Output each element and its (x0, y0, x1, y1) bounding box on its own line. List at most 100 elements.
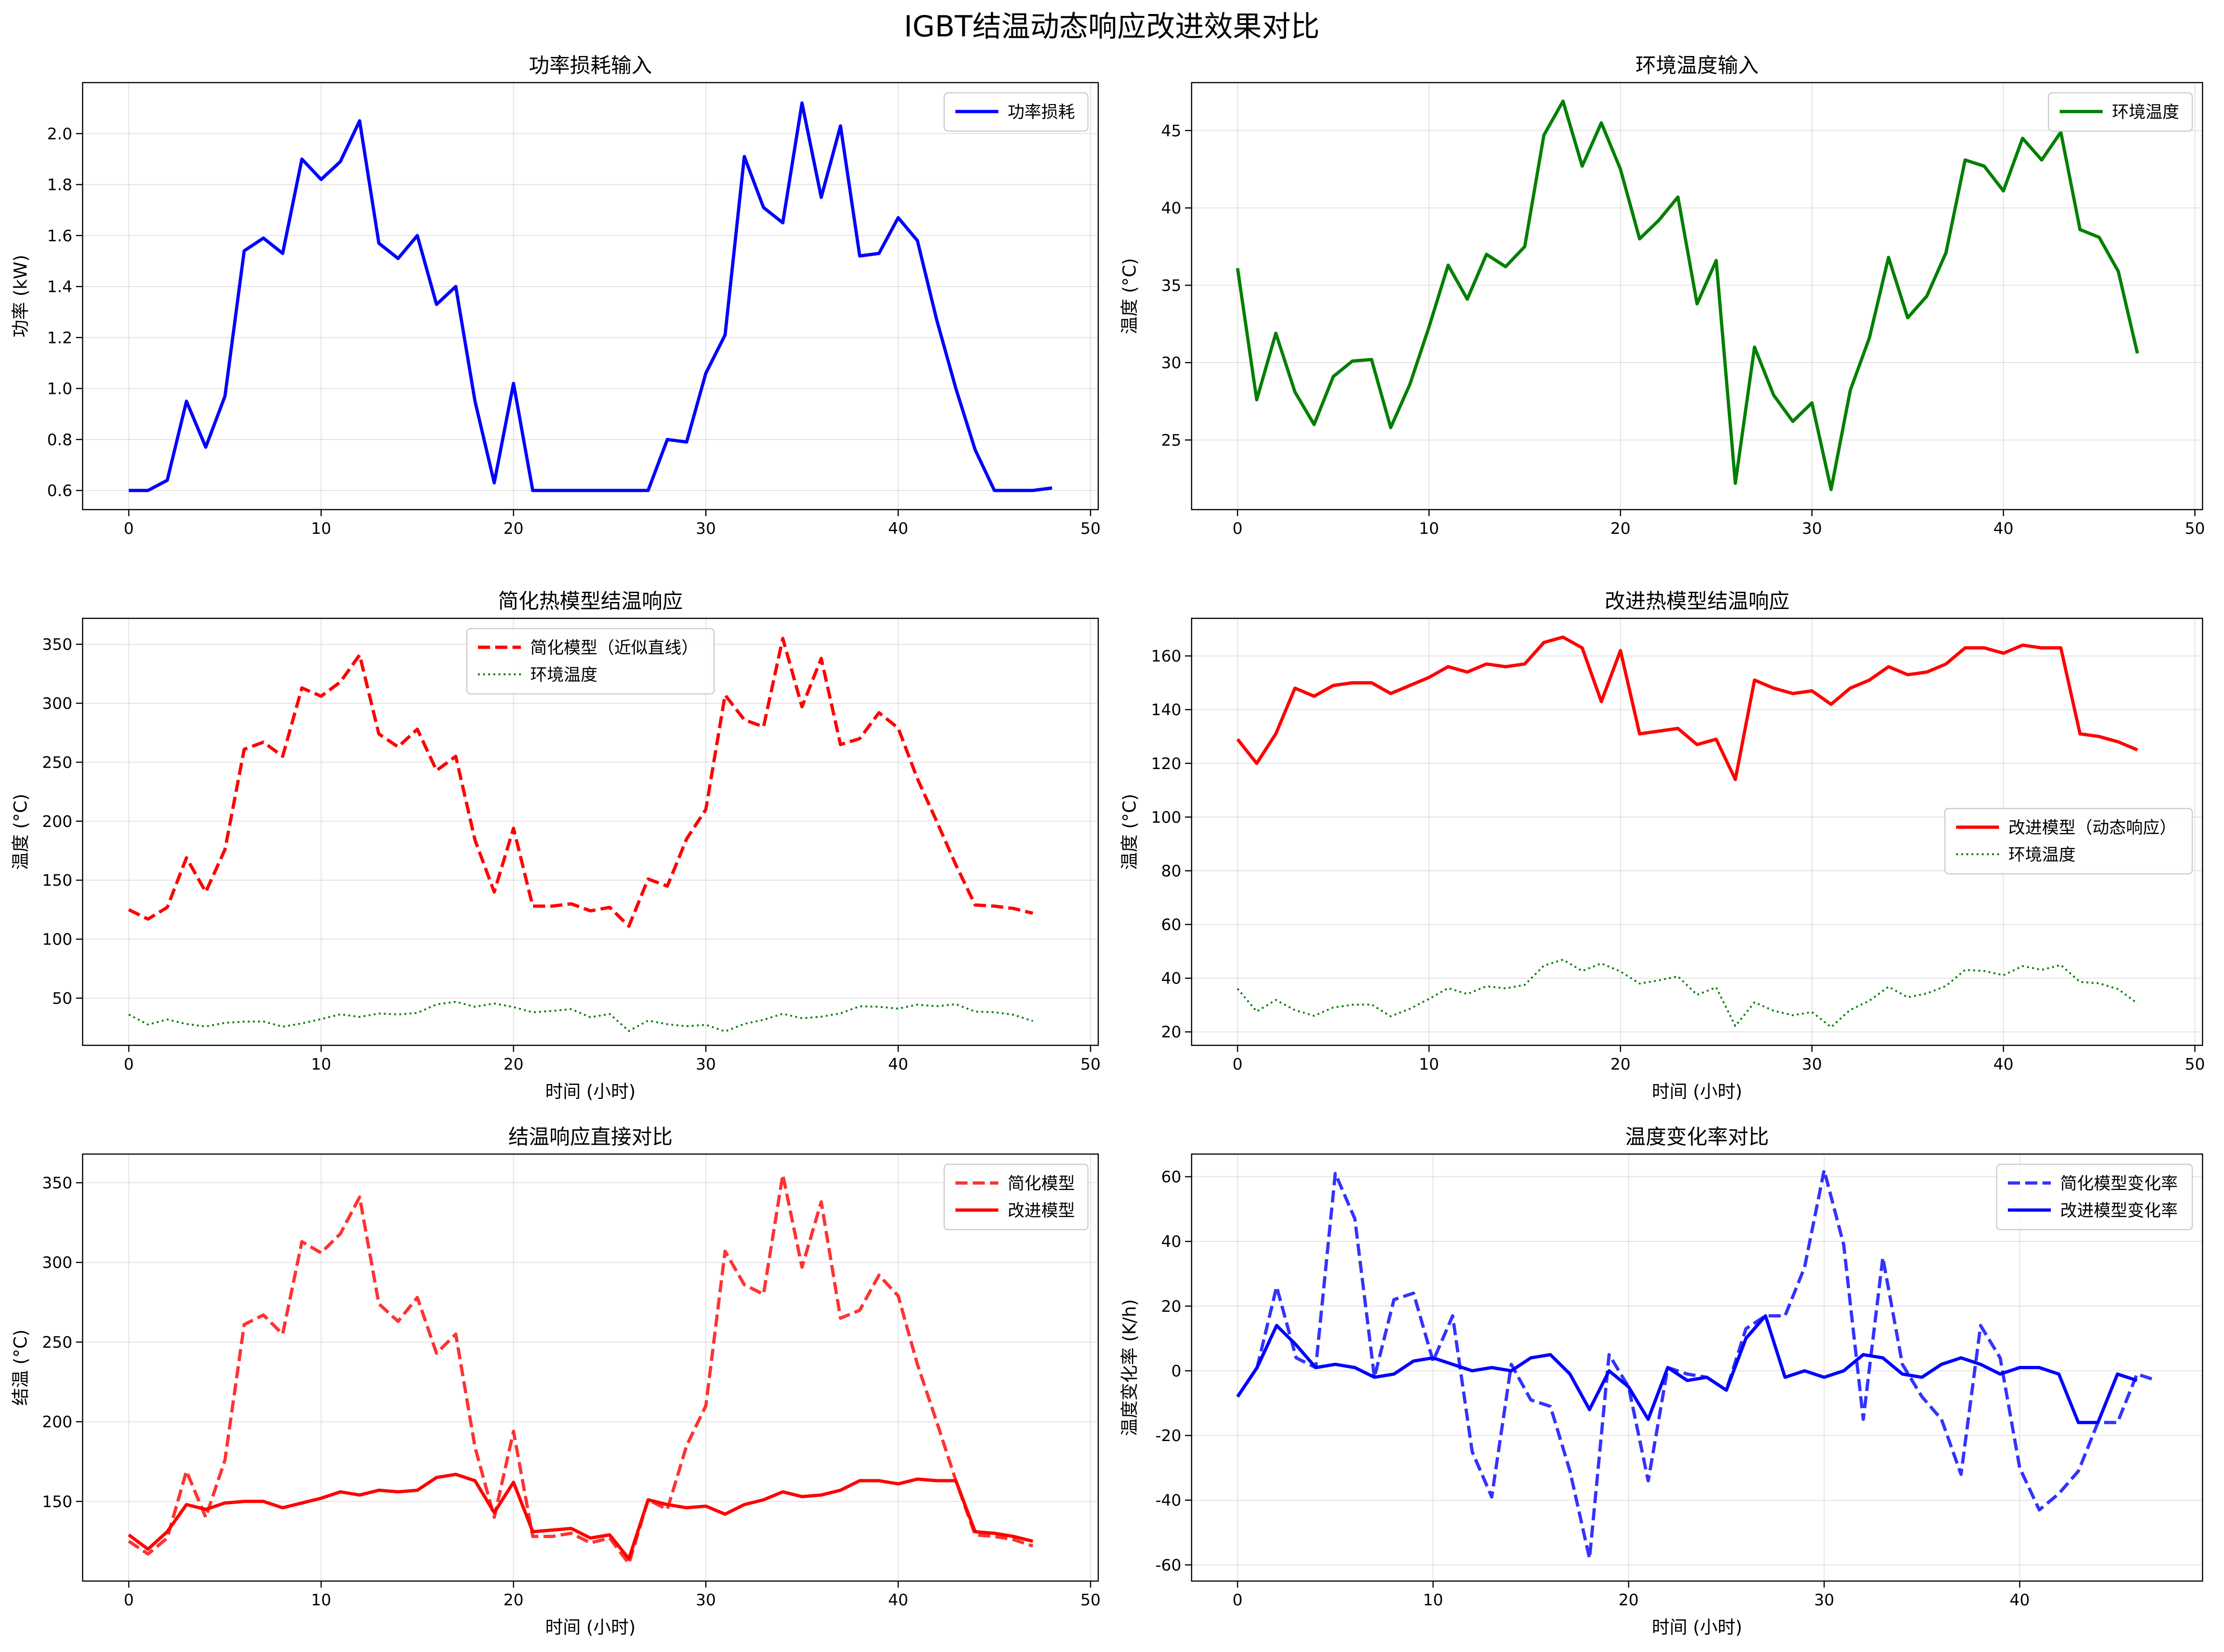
x-tick-label: 20 (1610, 1055, 1630, 1074)
legend-label: 简化模型 (1008, 1174, 1075, 1193)
x-tick-label: 10 (311, 1055, 331, 1074)
x-tick-label: 20 (504, 1055, 524, 1074)
y-axis-label: 温度 (°C) (1119, 794, 1140, 870)
y-tick-label: 100 (1151, 808, 1181, 827)
axes-frame (82, 1153, 1099, 1582)
y-axis-label: 温度变化率 (K/h) (1119, 1299, 1140, 1436)
y-tick-label: 35 (1161, 276, 1181, 295)
y-tick-label: 120 (1151, 755, 1181, 773)
y-tick-label: 200 (42, 1413, 72, 1432)
subplot-title: 环境温度输入 (1635, 54, 1759, 77)
y-tick-label: 80 (1161, 862, 1181, 881)
x-tick-label: 40 (1993, 519, 2014, 538)
x-axis-label: 时间 (小时) (1652, 1617, 1742, 1638)
series-line-1 (1236, 635, 2138, 781)
series-line-1 (127, 1173, 1034, 1565)
axes-frame (82, 617, 1099, 1046)
legend-box (1944, 808, 2193, 875)
y-tick-label: 150 (42, 871, 72, 890)
x-tick-label: 50 (1080, 519, 1101, 538)
x-tick-label: 40 (888, 519, 908, 538)
legend-box (943, 92, 1089, 132)
y-tick-label: 45 (1161, 122, 1181, 140)
x-tick-label: 50 (1080, 1055, 1101, 1074)
legend-label: 功率损耗 (1008, 103, 1075, 122)
x-tick-label: 40 (2010, 1591, 2030, 1610)
y-tick-label: 160 (1151, 647, 1181, 666)
axes-frame (1191, 617, 2203, 1046)
series-line-2 (127, 1472, 1033, 1561)
subplot-3: 0 10 20 30 40 50 50 100 150 200 250 300 350 简化热模型结温响应… (10, 589, 1101, 1102)
x-tick-label: 30 (696, 1591, 716, 1610)
y-tick-label: 1.0 (47, 380, 72, 399)
x-tick-label: 40 (888, 1591, 908, 1610)
legend: 功率损耗 (943, 92, 1089, 132)
series-line-2 (1236, 1314, 2138, 1424)
y-tick-label: 1.8 (47, 176, 72, 195)
legend: 简化模型（近似直线） 环境温度 (466, 628, 715, 695)
y-tick-label: -20 (1155, 1427, 1181, 1445)
x-tick-label: 20 (1619, 1591, 1639, 1610)
y-axis-label: 功率 (kW) (10, 255, 31, 337)
series-line-1 (1236, 99, 2139, 491)
axes-frame (82, 82, 1099, 511)
subplot-grid: 0 10 20 30 40 50 0.6 0.8 1.0 1.2 1.4 1.6 1.8 2.0 功率损耗输… (10, 54, 2205, 1638)
y-tick-label: -60 (1155, 1556, 1181, 1575)
legend: 改进模型（动态响应） 环境温度 (1944, 808, 2193, 875)
x-tick-label: 0 (1233, 519, 1243, 538)
series-line-2 (128, 1001, 1033, 1033)
legend-label: 改进模型（动态响应） (2008, 819, 2176, 838)
y-tick-label: 25 (1161, 431, 1181, 450)
y-tick-label: 300 (42, 694, 72, 713)
x-tick-label: 20 (504, 519, 524, 538)
y-tick-label: 250 (42, 1333, 72, 1352)
x-tick-label: 10 (1423, 1591, 1443, 1610)
y-tick-label: 1.4 (47, 278, 72, 296)
y-tick-label: 0.8 (47, 431, 72, 449)
series-line-1 (128, 101, 1052, 492)
figure-title: IGBT结温动态响应改进效果对比 (904, 9, 1320, 43)
legend-box (2048, 92, 2193, 132)
x-tick-label: 10 (311, 1591, 331, 1610)
x-tick-label: 50 (2185, 1055, 2205, 1074)
x-tick-label: 10 (1419, 519, 1439, 538)
y-tick-label: 0 (1171, 1362, 1181, 1380)
y-tick-label: 350 (42, 636, 72, 654)
x-tick-label: 50 (1080, 1591, 1101, 1610)
x-tick-label: 20 (504, 1591, 524, 1610)
x-tick-label: 30 (696, 1055, 716, 1074)
series-line-1 (1236, 1169, 2157, 1560)
y-tick-label: 250 (42, 753, 72, 772)
y-axis-label: 温度 (°C) (1119, 258, 1140, 334)
y-tick-label: 20 (1161, 1297, 1181, 1316)
legend-label: 简化模型（近似直线） (530, 638, 698, 658)
x-tick-label: 20 (1610, 519, 1630, 538)
x-tick-label: 50 (2185, 519, 2205, 538)
y-tick-label: 200 (42, 812, 72, 831)
subplot-title: 温度变化率对比 (1625, 1125, 1769, 1149)
subplot-title: 功率损耗输入 (529, 54, 652, 77)
x-tick-label: 0 (1233, 1055, 1243, 1074)
legend-label: 环境温度 (2008, 846, 2076, 865)
legend: 环境温度 (2048, 92, 2193, 132)
legend-label: 环境温度 (2112, 103, 2179, 122)
x-tick-label: 10 (1419, 1055, 1439, 1074)
y-tick-label: 300 (42, 1253, 72, 1272)
y-tick-label: 60 (1161, 1168, 1181, 1187)
legend-label: 环境温度 (530, 665, 597, 685)
x-axis-label: 时间 (小时) (545, 1081, 636, 1102)
legend-label: 简化模型变化率 (2060, 1174, 2178, 1193)
y-tick-label: 2.0 (47, 125, 72, 143)
y-tick-label: 1.6 (47, 227, 72, 245)
y-tick-label: 350 (42, 1174, 72, 1192)
y-tick-label: 40 (1161, 199, 1181, 218)
x-tick-label: 0 (124, 519, 134, 538)
y-tick-label: 1.2 (47, 329, 72, 347)
legend-box (1996, 1163, 2193, 1231)
x-tick-label: 40 (888, 1055, 908, 1074)
legend-box (466, 628, 715, 695)
x-tick-label: 0 (124, 1055, 134, 1074)
